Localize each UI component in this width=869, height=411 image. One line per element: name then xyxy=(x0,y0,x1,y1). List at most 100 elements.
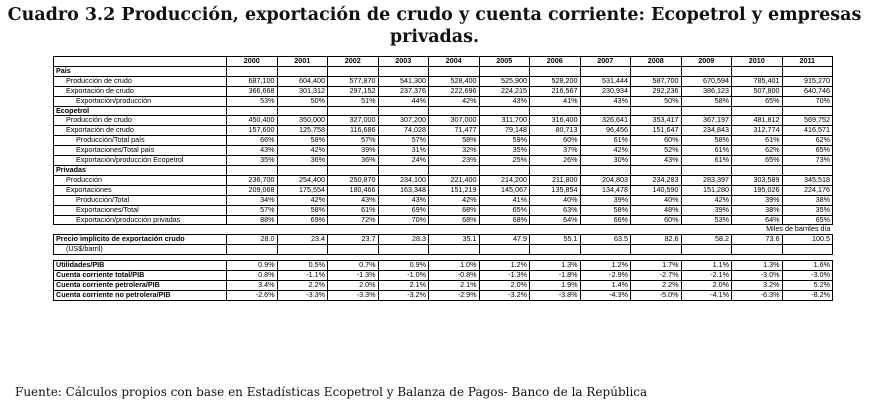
value-cell: 0.5% xyxy=(276,260,328,272)
value-cell: 66% xyxy=(226,135,278,147)
value-cell: 23.7 xyxy=(327,234,379,246)
row-label: Exportaciones/Total país xyxy=(53,145,227,157)
value-cell: 82.6 xyxy=(630,234,682,246)
value-cell xyxy=(478,244,530,256)
value-cell: 1.3% xyxy=(731,260,783,272)
year-header: 2000 xyxy=(226,56,278,67)
value-cell: -1.8% xyxy=(529,270,581,281)
value-cell: -0.8% xyxy=(428,270,480,281)
value-cell xyxy=(226,244,278,256)
value-cell: 51% xyxy=(327,95,379,107)
value-cell xyxy=(478,164,530,176)
value-cell: 36% xyxy=(276,155,328,166)
row-label: Producción xyxy=(53,174,227,186)
value-cell: 62% xyxy=(731,145,783,157)
value-cell: 237,376 xyxy=(377,85,429,97)
value-cell: 61% xyxy=(680,155,732,166)
value-cell: 221,400 xyxy=(428,174,480,186)
value-cell xyxy=(529,65,581,77)
value-cell: 61% xyxy=(579,135,631,147)
value-cell xyxy=(428,164,480,176)
value-cell: 64% xyxy=(529,214,581,226)
value-cell: 569,752 xyxy=(781,115,833,127)
value-cell: 234,283 xyxy=(630,174,682,186)
value-cell: 58% xyxy=(428,135,480,147)
value-cell: 35% xyxy=(781,204,833,216)
value-cell: 69% xyxy=(377,204,429,216)
value-cell xyxy=(478,105,530,117)
value-cell: 42% xyxy=(680,194,732,206)
year-header: 2008 xyxy=(630,56,682,67)
value-cell: 80,713 xyxy=(529,125,581,137)
value-cell: 528,200 xyxy=(529,75,581,87)
value-cell: 303,589 xyxy=(731,174,783,186)
value-cell xyxy=(630,65,682,77)
value-cell: 38% xyxy=(781,194,833,206)
value-cell: 41% xyxy=(529,95,581,107)
value-cell: 312,774 xyxy=(731,125,783,137)
value-cell xyxy=(226,105,278,117)
data-table-container: 2000 2001 2002 2003 2004 2005 2006 2007 2008 2009… xyxy=(53,56,833,301)
value-cell xyxy=(579,105,631,117)
value-cell: 42% xyxy=(276,194,328,206)
value-cell: 31% xyxy=(377,145,429,157)
value-cell: 163,348 xyxy=(377,184,429,196)
value-cell: 135,854 xyxy=(529,184,581,196)
value-cell: 71,477 xyxy=(428,125,480,137)
value-cell: 72% xyxy=(327,214,379,226)
value-cell: -1.0% xyxy=(377,270,429,281)
value-cell: 58% xyxy=(276,204,328,216)
value-cell: 70% xyxy=(781,95,833,107)
value-cell: 507,800 xyxy=(731,85,783,97)
value-cell: 5.2% xyxy=(781,279,833,291)
value-cell: 68% xyxy=(428,214,480,226)
value-cell: 157,600 xyxy=(226,125,278,137)
value-cell: 57% xyxy=(226,204,278,216)
table-row: Cuenta corriente petrolera/PIB 3.4% 2.2% 2.… xyxy=(53,279,833,291)
value-cell: 37% xyxy=(529,145,581,157)
value-cell: 3.4% xyxy=(226,279,278,291)
value-cell xyxy=(579,244,631,256)
value-cell: 40% xyxy=(630,194,682,206)
value-cell: 670,594 xyxy=(680,75,732,87)
value-cell: 1.4% xyxy=(579,279,631,291)
year-header: 2010 xyxy=(731,56,783,67)
value-cell xyxy=(327,244,379,256)
table-row: Privadas xyxy=(53,164,833,176)
value-cell xyxy=(680,105,732,117)
value-cell: 151,219 xyxy=(428,184,480,196)
value-cell: 65% xyxy=(478,204,530,216)
table-row: Cuenta corriente no petrolera/PIB -2.6% -3… xyxy=(53,289,833,301)
value-cell xyxy=(680,164,732,176)
value-cell xyxy=(276,164,328,176)
value-cell: 1.2% xyxy=(579,260,631,272)
table-row: Exportaciones/Total país 43% 42% 39% 31% 32% 3… xyxy=(53,145,833,157)
value-cell: 236,700 xyxy=(226,174,278,186)
row-label: Producción/Total país xyxy=(53,135,227,147)
value-cell: 41% xyxy=(478,194,530,206)
value-cell: 587,700 xyxy=(630,75,682,87)
value-cell: 58% xyxy=(579,204,631,216)
value-cell xyxy=(781,164,833,176)
corner-cell xyxy=(53,56,227,67)
value-cell: 57% xyxy=(327,135,379,147)
value-cell xyxy=(226,65,278,77)
value-cell: 35% xyxy=(226,155,278,166)
value-cell xyxy=(276,105,328,117)
value-cell xyxy=(731,244,783,256)
value-cell: 2.1% xyxy=(377,279,429,291)
value-cell: 234,843 xyxy=(680,125,732,137)
table-body: País Producción de crudo 687,100 604,400 577… xyxy=(53,65,833,301)
value-cell xyxy=(680,244,732,256)
value-cell: 301,312 xyxy=(276,85,328,97)
value-cell: 316,400 xyxy=(529,115,581,127)
value-cell: 43% xyxy=(377,194,429,206)
value-cell: 100.5 xyxy=(781,234,833,246)
value-cell: 35% xyxy=(478,145,530,157)
value-cell: 96,456 xyxy=(579,125,631,137)
value-cell: -1.1% xyxy=(276,270,328,281)
value-cell: 65% xyxy=(731,155,783,166)
year-header: 2006 xyxy=(529,56,581,67)
value-cell: 65% xyxy=(781,214,833,226)
value-cell: 68% xyxy=(478,214,530,226)
